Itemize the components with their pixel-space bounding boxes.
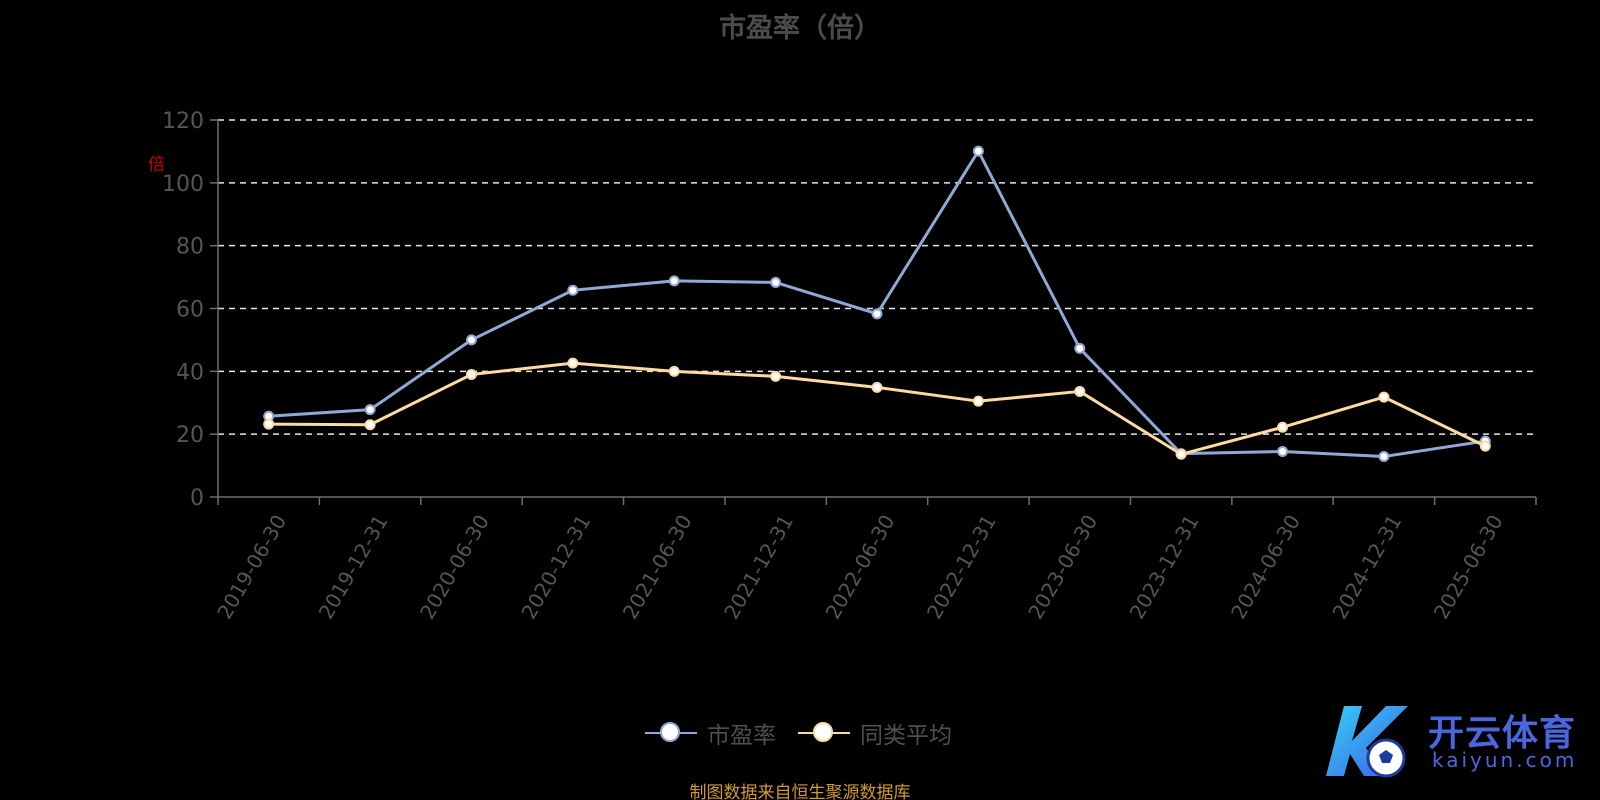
brand-watermark: 开云体育 kaiyun.com: [1316, 696, 1596, 786]
x-tick-label: 2022-12-31: [922, 511, 1001, 624]
y-axis-label: 倍: [148, 155, 165, 175]
x-tick-label: 2022-06-30: [821, 511, 900, 624]
legend-swatch-series-1: [645, 720, 697, 746]
series-2-point[interactable]: [364, 419, 376, 431]
legend-swatch-series-2: [798, 720, 850, 746]
series-2-point[interactable]: [668, 365, 680, 377]
y-tick-label: 20: [176, 423, 204, 448]
x-tick-label: 2020-06-30: [415, 511, 494, 624]
legend-label-series-1: 市盈率: [707, 723, 776, 749]
series-line-1: [268, 149, 1486, 458]
x-tick-label: 2025-06-30: [1429, 511, 1508, 624]
x-tick-label: 2024-12-31: [1327, 511, 1406, 624]
series-1-point[interactable]: [668, 275, 680, 287]
series-1-point[interactable]: [1074, 342, 1086, 354]
series-line-2: [268, 361, 1486, 456]
series-2-point[interactable]: [972, 395, 984, 407]
series-1-point[interactable]: [770, 276, 782, 288]
legend: 市盈率 同类平均: [645, 716, 952, 750]
x-tick-label: 2019-06-30: [212, 511, 291, 624]
y-tick-label: 60: [176, 298, 204, 323]
brand-name: 开云体育: [1428, 713, 1577, 754]
x-tick-label: 2021-12-31: [719, 511, 798, 624]
y-tick-label: 40: [176, 360, 204, 385]
series-1-point[interactable]: [567, 284, 579, 296]
legend-item-series-1[interactable]: 市盈率: [645, 716, 776, 750]
series-1-point[interactable]: [871, 308, 883, 320]
x-tick-label: 2020-12-31: [516, 511, 595, 624]
y-tick-label: 120: [162, 109, 204, 134]
series-1-point[interactable]: [1378, 450, 1390, 462]
chart-title: 市盈率（倍）: [719, 13, 881, 44]
series-1-point[interactable]: [1277, 445, 1289, 457]
legend-label-series-2: 同类平均: [860, 723, 952, 749]
axis-layer: 0 20 40 60 80 100 120 2019-06-30 2019-12-31 2020-…: [162, 109, 1537, 624]
brand-url: kaiyun.com: [1432, 748, 1578, 772]
x-tick-label: 2019-12-31: [314, 511, 393, 624]
series-2-point[interactable]: [1378, 391, 1390, 403]
legend-item-series-2[interactable]: 同类平均: [798, 716, 952, 750]
series-2-point[interactable]: [1175, 448, 1187, 460]
series-2-point[interactable]: [465, 368, 477, 380]
x-tick-label: 2024-06-30: [1226, 511, 1305, 624]
series-2-point[interactable]: [1277, 421, 1289, 433]
series-2-point[interactable]: [1074, 385, 1086, 397]
series-layer: [263, 145, 1491, 462]
y-tick-label: 0: [190, 486, 204, 511]
series-2-point[interactable]: [1479, 440, 1491, 452]
x-tick-label: 2021-06-30: [618, 511, 697, 624]
y-tick-label: 100: [162, 172, 204, 197]
series-1-point[interactable]: [972, 145, 984, 157]
source-note: 制图数据来自恒生聚源数据库: [689, 783, 911, 800]
x-tick-label: 2023-12-31: [1125, 511, 1204, 624]
series-1-point[interactable]: [364, 404, 376, 416]
series-1-point[interactable]: [465, 334, 477, 346]
series-2-point[interactable]: [263, 418, 275, 430]
brand-logo-icon: [1326, 706, 1408, 778]
series-2-point[interactable]: [770, 370, 782, 382]
x-tick-label: 2023-06-30: [1023, 511, 1102, 624]
y-tick-label: 80: [176, 235, 204, 260]
series-2-point[interactable]: [567, 357, 579, 369]
series-2-point[interactable]: [871, 381, 883, 393]
